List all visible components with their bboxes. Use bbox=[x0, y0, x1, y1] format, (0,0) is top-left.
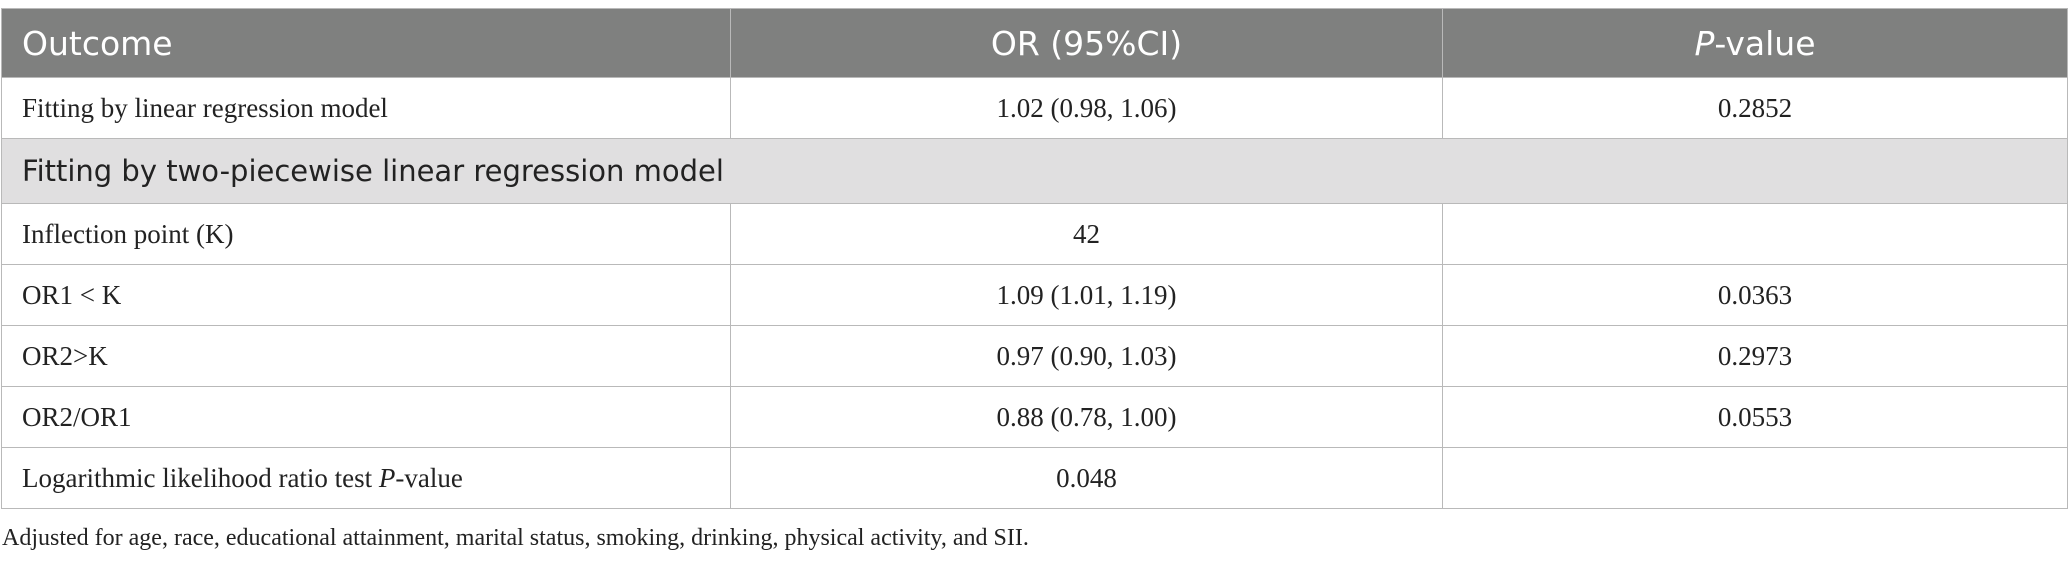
cell-p bbox=[1442, 203, 2068, 265]
cell-outcome: OR2>K bbox=[1, 325, 731, 387]
header-p-italic: P bbox=[1694, 23, 1715, 63]
table-row: OR2/OR1 0.88 (0.78, 1.00) 0.0553 bbox=[1, 386, 2068, 448]
header-outcome: Outcome bbox=[1, 8, 731, 78]
table-footnote: Adjusted for age, race, educational atta… bbox=[2, 525, 1029, 551]
section-label: Fitting by two-piecewise linear regressi… bbox=[1, 138, 2068, 204]
table-row: Logarithmic likelihood ratio test P-valu… bbox=[1, 447, 2068, 509]
header-p-suffix: -value bbox=[1714, 23, 1816, 63]
header-p-value: P-value bbox=[1442, 8, 2068, 78]
cell-or: 0.048 bbox=[730, 447, 1443, 509]
cell-outcome-prefix: Logarithmic likelihood ratio test bbox=[22, 462, 379, 493]
cell-outcome-p-italic: P bbox=[378, 462, 396, 493]
results-table-container: Outcome OR (95%CI) P-value Fitting by li… bbox=[0, 8, 2068, 509]
cell-p: 0.2852 bbox=[1442, 77, 2068, 139]
table-row: Inflection point (K) 42 bbox=[1, 203, 2068, 265]
cell-or: 1.02 (0.98, 1.06) bbox=[730, 77, 1443, 139]
cell-p: 0.0363 bbox=[1442, 264, 2068, 326]
cell-outcome: Fitting by linear regression model bbox=[1, 77, 731, 139]
cell-outcome: Logarithmic likelihood ratio test P-valu… bbox=[1, 447, 731, 509]
cell-p: 0.0553 bbox=[1442, 386, 2068, 448]
cell-or: 42 bbox=[730, 203, 1443, 265]
cell-or: 0.97 (0.90, 1.03) bbox=[730, 325, 1443, 387]
cell-or: 1.09 (1.01, 1.19) bbox=[730, 264, 1443, 326]
section-row: Fitting by two-piecewise linear regressi… bbox=[1, 138, 2068, 204]
cell-outcome: OR1 < K bbox=[1, 264, 731, 326]
header-or-ci: OR (95%CI) bbox=[730, 8, 1443, 78]
cell-p: 0.2973 bbox=[1442, 325, 2068, 387]
table-row: OR2>K 0.97 (0.90, 1.03) 0.2973 bbox=[1, 325, 2068, 387]
cell-or: 0.88 (0.78, 1.00) bbox=[730, 386, 1443, 448]
cell-outcome: Inflection point (K) bbox=[1, 203, 731, 265]
cell-outcome: OR2/OR1 bbox=[1, 386, 731, 448]
cell-outcome-suffix: -value bbox=[395, 462, 463, 493]
results-table: Outcome OR (95%CI) P-value Fitting by li… bbox=[1, 8, 2068, 509]
table-header-row: Outcome OR (95%CI) P-value bbox=[1, 8, 2068, 78]
table-row: OR1 < K 1.09 (1.01, 1.19) 0.0363 bbox=[1, 264, 2068, 326]
table-row: Fitting by linear regression model 1.02 … bbox=[1, 77, 2068, 139]
cell-p bbox=[1442, 447, 2068, 509]
